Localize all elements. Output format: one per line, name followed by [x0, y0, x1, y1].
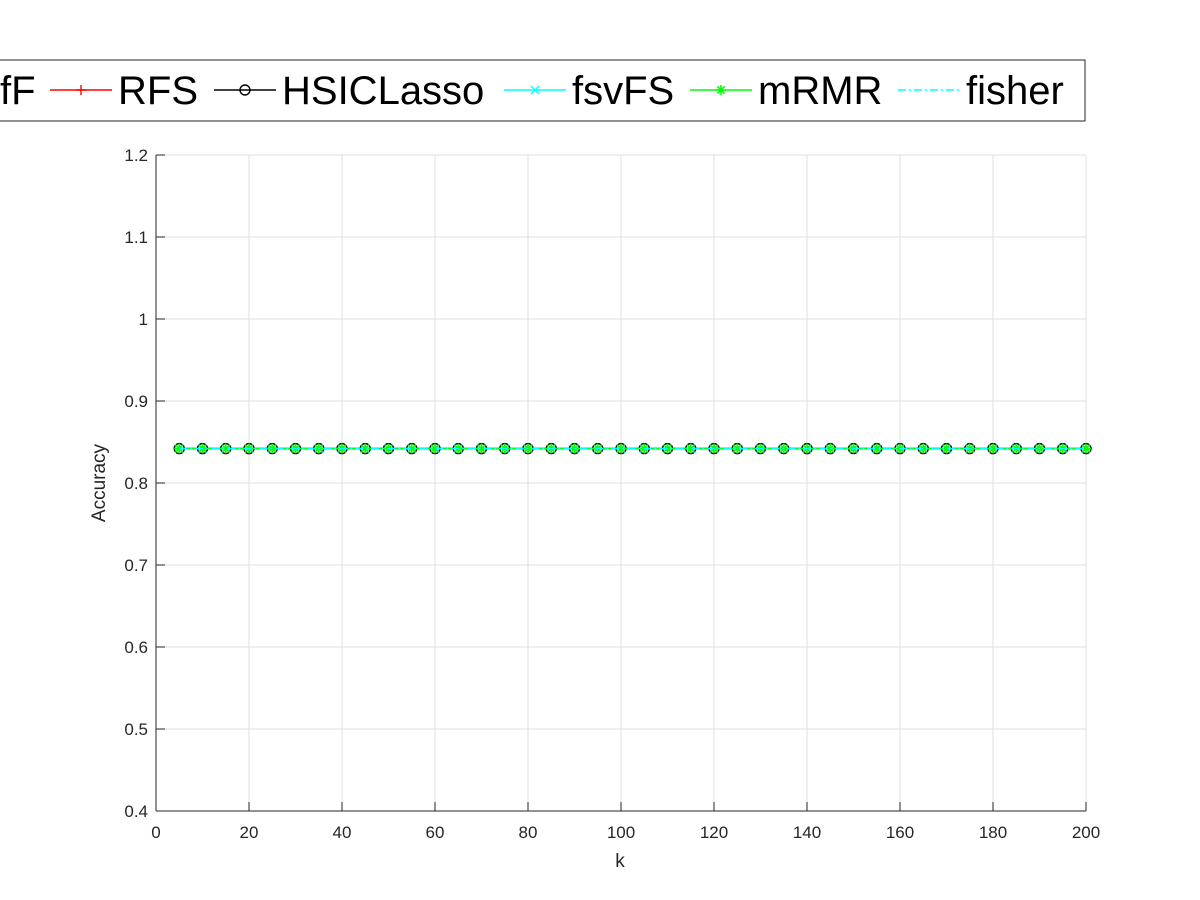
data-point-mrmr: [406, 443, 417, 454]
plot-data: [173, 442, 1092, 455]
y-tick-label: 0.8: [124, 474, 148, 493]
x-tick-label: 40: [333, 823, 352, 842]
legend-marker-rfs: [76, 85, 86, 95]
legend-label-fsvfs: fsvFS: [572, 69, 674, 113]
legend-label-mrmr: mRMR: [758, 69, 882, 113]
x-tick-label: 200: [1072, 823, 1100, 842]
legend-label-rfs: RFS: [118, 69, 198, 113]
data-point-mrmr: [685, 443, 696, 454]
data-point-mrmr: [662, 443, 673, 454]
x-axis-label: k: [615, 851, 625, 872]
y-tick-label: 0.9: [124, 392, 148, 411]
data-point-mrmr: [430, 443, 440, 454]
y-tick-label: 0.5: [124, 720, 148, 739]
x-tick-label: 0: [151, 823, 160, 842]
data-point-mrmr: [616, 443, 626, 454]
y-tick-label: 0.6: [124, 638, 148, 657]
x-tick-label: 60: [426, 823, 445, 842]
x-tick-label: 180: [979, 823, 1007, 842]
legend-label-fisher: fisher: [966, 69, 1064, 113]
y-tick-label: 1: [139, 310, 148, 329]
y-axis-label: Accuracy: [89, 443, 110, 522]
data-point-mrmr: [871, 443, 882, 454]
data-point-mrmr: [1081, 443, 1091, 454]
legend: fF RFS HSICLasso fsvFS mRMR fisher: [0, 59, 1086, 122]
data-point-mrmr: [220, 443, 231, 454]
x-tick-label: 20: [240, 823, 259, 842]
grid: [155, 154, 1087, 812]
axes: 0 20 40 60 80 100 120 140 160 180 200 0.4 0.5 0.6 0.7 0…: [124, 146, 1100, 842]
y-tick-label: 1.2: [124, 146, 148, 165]
legend-marker-fsvfs: [530, 85, 540, 95]
x-tick-label: 120: [700, 823, 728, 842]
x-tick-label: 100: [607, 823, 635, 842]
x-tick-label: 140: [793, 823, 821, 842]
y-tick-label: 1.1: [124, 228, 148, 247]
y-tick-label: 0.7: [124, 556, 148, 575]
x-tick-label: 80: [519, 823, 538, 842]
data-point-mrmr: [732, 443, 743, 454]
data-point-mrmr: [476, 443, 487, 454]
legend-marker-hsiclasso: [239, 84, 251, 96]
x-tick-label: 160: [886, 823, 914, 842]
legend-label-ff: fF: [0, 69, 36, 113]
y-tick-label: 0.4: [124, 802, 148, 821]
data-point-mrmr: [941, 443, 952, 454]
legend-marker-mrmr: [716, 85, 726, 95]
data-point-mrmr: [360, 443, 371, 454]
legend-label-hsiclasso: HSICLasso: [282, 69, 484, 113]
data-point-mrmr: [988, 443, 998, 454]
